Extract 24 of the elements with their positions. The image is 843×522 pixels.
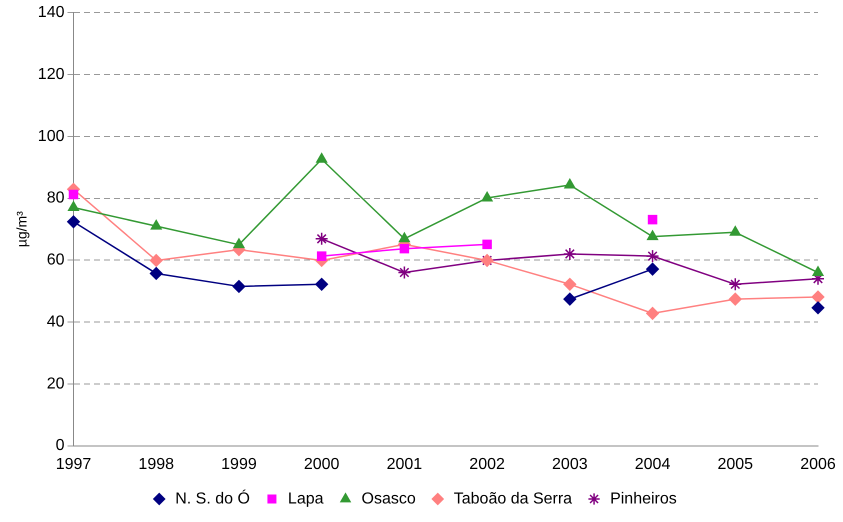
x-tick-label: 2004 bbox=[634, 456, 670, 473]
y-axis-title: µg/m³ bbox=[13, 210, 30, 248]
x-tick-label: 1999 bbox=[221, 456, 257, 473]
x-tick-label: 1998 bbox=[138, 456, 174, 473]
y-tick-label: 140 bbox=[38, 4, 65, 22]
y-tick-label: 0 bbox=[56, 437, 65, 454]
legend-label: Osasco bbox=[362, 490, 416, 508]
legend-label: N. S. do Ó bbox=[175, 489, 250, 508]
y-tick-label: 120 bbox=[38, 66, 65, 83]
x-tick-label: 1997 bbox=[56, 456, 92, 473]
x-tick-label: 2003 bbox=[552, 456, 588, 473]
x-tick-label: 2001 bbox=[386, 456, 422, 473]
x-tick-label: 2002 bbox=[469, 456, 506, 473]
y-tick-label: 40 bbox=[46, 313, 65, 330]
legend-label: Pinheiros bbox=[610, 490, 677, 508]
x-tick-label: 2005 bbox=[717, 456, 754, 473]
legend-label: Taboão da Serra bbox=[454, 490, 572, 508]
x-tick-label: 2000 bbox=[304, 456, 340, 473]
legend-label: Lapa bbox=[288, 490, 324, 508]
y-tick-label: 100 bbox=[38, 128, 65, 145]
y-tick-label: 20 bbox=[46, 375, 65, 392]
y-tick-label: 80 bbox=[46, 190, 65, 207]
y-tick-label: 60 bbox=[46, 252, 65, 269]
x-tick-label: 2006 bbox=[800, 456, 836, 473]
